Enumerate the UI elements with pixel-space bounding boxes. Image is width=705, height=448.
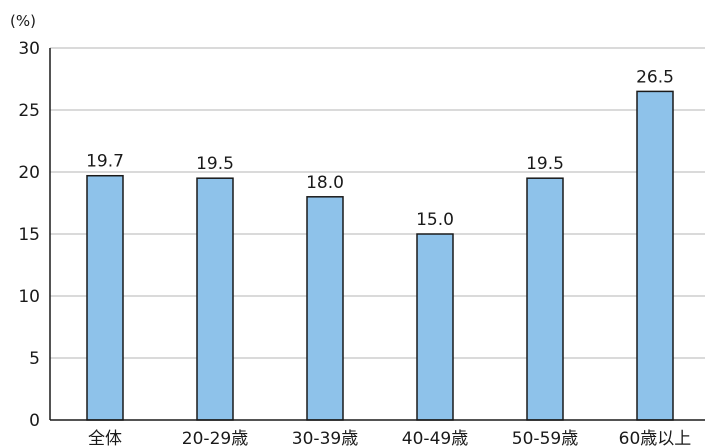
x-category-label: 40-49歳 — [402, 429, 468, 448]
y-tick-label: 20 — [18, 163, 40, 183]
data-label: 18.0 — [306, 173, 344, 193]
y-tick-label: 30 — [18, 39, 40, 59]
bar — [86, 174, 124, 421]
bar — [416, 233, 454, 421]
gridlines — [50, 47, 705, 359]
data-labels: 19.7 19.5 18.0 15.0 19.5 26.5 — [86, 67, 674, 230]
category-labels: 全体 20-29歳 30-39歳 40-49歳 50-59歳 60歳以上 — [88, 429, 691, 448]
bar — [526, 177, 564, 421]
bars — [86, 90, 674, 421]
x-category-label: 30-39歳 — [292, 429, 358, 448]
data-label: 26.5 — [636, 67, 674, 87]
bar — [636, 90, 674, 421]
y-tick-label: 15 — [18, 225, 40, 245]
data-label: 19.7 — [86, 152, 124, 172]
axes — [49, 48, 705, 421]
y-tick-label: 0 — [29, 411, 40, 431]
data-label: 19.5 — [526, 154, 564, 174]
x-category-label: 全体 — [88, 429, 122, 448]
y-axis-unit-label: (%) — [10, 12, 36, 30]
y-tick-label: 5 — [29, 349, 40, 369]
y-axis-ticks: 0 5 10 15 20 25 30 — [18, 39, 40, 431]
bar — [306, 196, 344, 421]
x-category-label: 20-29歳 — [182, 429, 248, 448]
x-category-label: 50-59歳 — [512, 429, 578, 448]
x-category-label: 60歳以上 — [619, 429, 692, 448]
data-label: 19.5 — [196, 154, 234, 174]
bar — [196, 177, 234, 421]
data-label: 15.0 — [416, 210, 454, 230]
y-tick-label: 25 — [18, 101, 40, 121]
y-tick-label: 10 — [18, 287, 40, 307]
